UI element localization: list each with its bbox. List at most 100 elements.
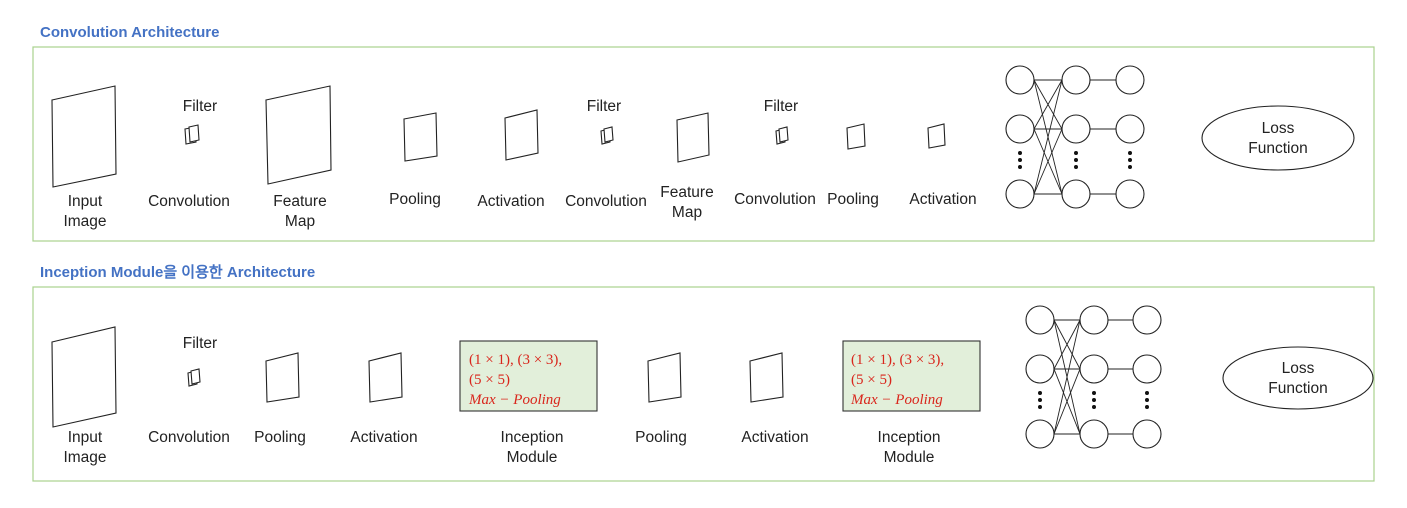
feature-map-sheet	[265, 85, 332, 185]
loss-function-ellipse	[1222, 346, 1374, 410]
stage-label: Inception	[878, 429, 941, 446]
stage-label: Convolution	[734, 191, 816, 208]
loss-function-label: Function	[1248, 140, 1307, 157]
network-node	[1025, 419, 1055, 449]
network-edge	[1053, 319, 1081, 370]
stage-label: Convolution	[565, 193, 647, 210]
stage-label: Image	[63, 213, 106, 230]
network-edge	[1053, 319, 1081, 435]
ellipsis-dot	[1018, 165, 1022, 169]
inception-module-box	[459, 340, 598, 412]
loss-function-label: Loss	[1262, 120, 1295, 137]
network-node	[1132, 419, 1162, 449]
ellipsis-dot	[1092, 391, 1096, 395]
filter-sheet-back	[778, 126, 789, 143]
ellipsis-dot	[1145, 391, 1149, 395]
network-node	[1079, 354, 1109, 384]
inception-maxpool-line: Max − Pooling	[468, 392, 561, 408]
network-node	[1132, 305, 1162, 335]
stage-label: Input	[68, 429, 103, 446]
network-node	[1115, 179, 1145, 209]
stage-label: Map	[285, 213, 315, 230]
inception-filters-line: (5 × 5)	[469, 372, 510, 388]
network-node	[1115, 114, 1145, 144]
network-node	[1061, 114, 1091, 144]
inception-maxpool-line: Max − Pooling	[850, 392, 943, 408]
ellipsis-dot	[1092, 405, 1096, 409]
ellipsis-dot	[1128, 151, 1132, 155]
ellipsis-dot	[1128, 158, 1132, 162]
pooling-sheet	[647, 352, 682, 403]
network-node	[1061, 179, 1091, 209]
input-image-sheet	[51, 85, 117, 188]
ellipsis-dot	[1074, 151, 1078, 155]
filter-sheet-back	[188, 124, 200, 143]
stage-label: Inception	[501, 429, 564, 446]
filter-label: Filter	[183, 335, 217, 352]
loss-function-label: Loss	[1282, 360, 1315, 377]
activation-sheet	[927, 123, 946, 149]
network-node	[1005, 114, 1035, 144]
section1-title: Convolution Architecture	[40, 24, 219, 41]
ellipsis-dot	[1092, 398, 1096, 402]
network-edge	[1033, 128, 1063, 195]
filter-label: Filter	[587, 98, 621, 115]
inception-filters-line: (1 × 1), (3 × 3),	[469, 352, 562, 368]
ellipsis-dot	[1074, 165, 1078, 169]
inception-filters-line: (5 × 5)	[851, 372, 892, 388]
stage-label: Input	[68, 193, 103, 210]
ellipsis-dot	[1038, 398, 1042, 402]
filter-label: Filter	[183, 98, 217, 115]
stage-label: Convolution	[148, 429, 230, 446]
stage-label: Feature	[273, 193, 326, 210]
network-node	[1005, 65, 1035, 95]
network-node	[1132, 354, 1162, 384]
pooling-sheet	[403, 112, 438, 162]
ellipsis-dot	[1074, 158, 1078, 162]
ellipsis-dot	[1145, 405, 1149, 409]
section2-panel	[32, 286, 1375, 482]
ellipsis-dot	[1145, 398, 1149, 402]
ellipsis-dot	[1018, 158, 1022, 162]
fully-connected-network	[1025, 305, 1162, 449]
pooling-sheet	[846, 123, 866, 150]
network-node	[1005, 179, 1035, 209]
inception-filters-line: (1 × 1), (3 × 3),	[851, 352, 944, 368]
activation-sheet	[368, 352, 403, 403]
stage-label: Image	[63, 449, 106, 466]
network-node	[1079, 419, 1109, 449]
stage-label: Convolution	[148, 193, 230, 210]
stage-label: Pooling	[389, 191, 441, 208]
activation-sheet	[749, 352, 784, 403]
network-edge	[1033, 79, 1063, 195]
feature-map-sheet	[676, 112, 710, 163]
network-edge	[1033, 79, 1063, 130]
pooling-sheet	[265, 352, 300, 403]
stage-label: Module	[884, 449, 935, 466]
activation-sheet	[504, 109, 539, 161]
inception-module-box	[842, 340, 981, 412]
section1-panel	[32, 46, 1375, 242]
ellipsis-dot	[1038, 391, 1042, 395]
filter-sheet-back	[603, 126, 614, 143]
network-edge	[1053, 368, 1081, 435]
network-node	[1025, 354, 1055, 384]
stage-label: Activation	[477, 193, 544, 210]
network-node	[1115, 65, 1145, 95]
fully-connected-network	[1005, 65, 1145, 209]
network-node	[1079, 305, 1109, 335]
stage-label: Activation	[350, 429, 417, 446]
network-node	[1025, 305, 1055, 335]
stage-label: Feature	[660, 184, 713, 201]
ellipsis-dot	[1038, 405, 1042, 409]
filter-label: Filter	[764, 98, 798, 115]
ellipsis-dot	[1018, 151, 1022, 155]
stage-label: Pooling	[635, 429, 687, 446]
ellipsis-dot	[1128, 165, 1132, 169]
stage-label: Map	[672, 204, 702, 221]
stage-label: Module	[507, 449, 558, 466]
stage-label: Pooling	[827, 191, 879, 208]
filter-sheet-back	[190, 368, 201, 385]
stage-label: Activation	[909, 191, 976, 208]
